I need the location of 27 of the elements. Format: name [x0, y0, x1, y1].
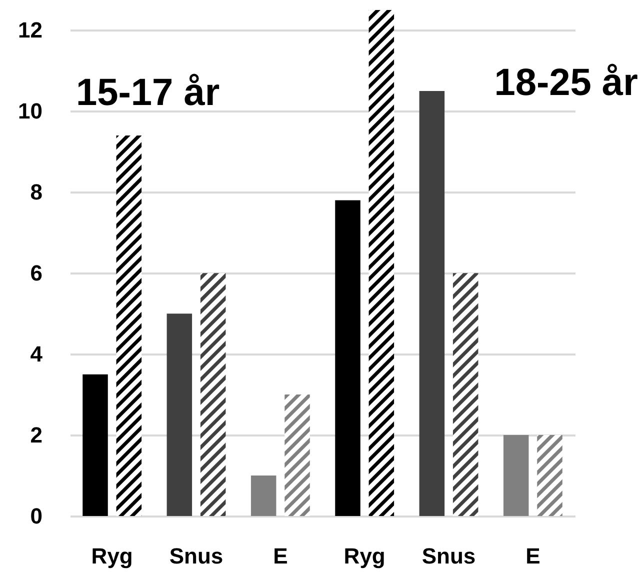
- bar: [284, 394, 310, 516]
- annotation: 15-17 år: [76, 72, 220, 115]
- x-tick-label: Ryg: [91, 544, 133, 568]
- y-tick-label: 10: [18, 98, 42, 124]
- bar: [250, 476, 276, 516]
- annotation: 18-25 år: [494, 62, 638, 105]
- x-tick-label: E: [273, 544, 288, 568]
- bar: [200, 273, 226, 516]
- bar: [419, 90, 445, 516]
- bar: [335, 200, 360, 516]
- y-tick-label: 2: [30, 422, 42, 448]
- y-tick-label: 4: [30, 342, 44, 367]
- x-tick-label: Snus: [422, 544, 476, 568]
- bar: [116, 135, 142, 516]
- x-tick-label: Snus: [169, 544, 224, 568]
- bar: [166, 314, 192, 516]
- x-tick-label: E: [526, 544, 540, 568]
- bar: [82, 374, 108, 516]
- bar: [503, 435, 529, 516]
- bar: [452, 273, 478, 516]
- x-tick-label: Ryg: [344, 544, 386, 568]
- y-tick-label: 12: [18, 18, 42, 43]
- bar: [368, 10, 394, 516]
- y-tick-label: 0: [30, 504, 42, 528]
- bar: [537, 435, 562, 516]
- y-tick-label: 6: [30, 260, 42, 286]
- y-tick-label: 8: [30, 180, 42, 205]
